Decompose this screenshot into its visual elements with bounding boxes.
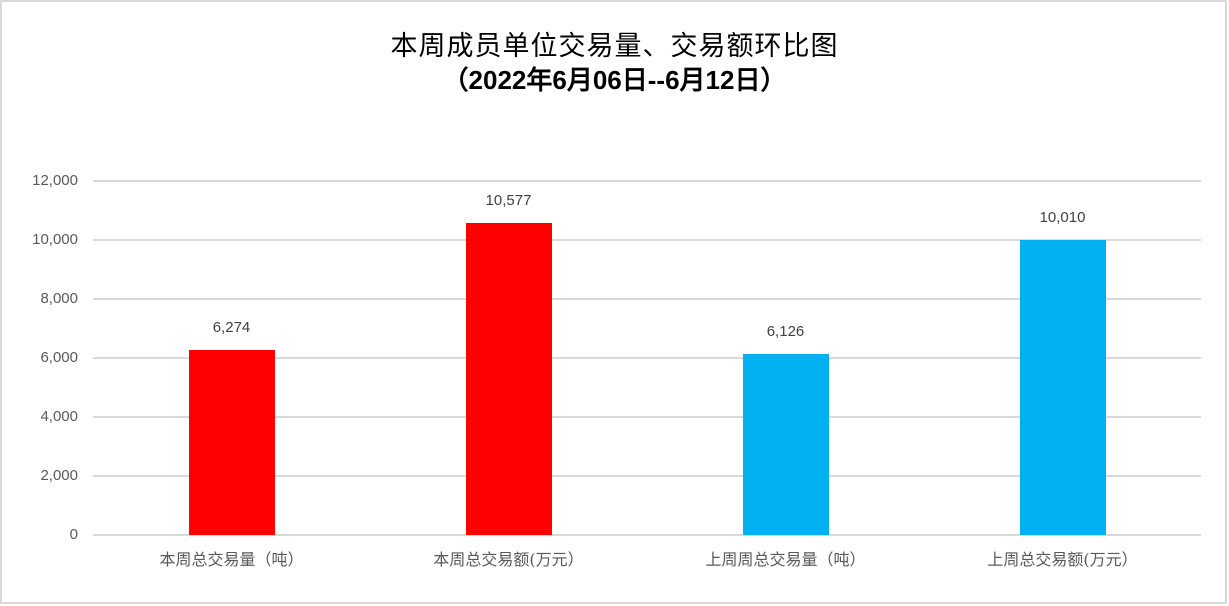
y-tick-label: 4,000 [40, 408, 78, 425]
bar [742, 354, 829, 535]
x-tick-label: 上周总交易额(万元） [987, 550, 1138, 569]
y-tick-label: 10,000 [32, 231, 78, 248]
gridline [93, 239, 1201, 241]
y-tick-label: 0 [69, 526, 78, 543]
x-tick-label: 上周周总交易量（吨） [705, 550, 866, 569]
chart-subtitle: （2022年6月06日--6月12日） [442, 65, 787, 95]
gridline [93, 534, 1201, 536]
chart-title: 本周成员单位交易量、交易额环比图 [390, 31, 839, 62]
gridline [93, 475, 1201, 477]
y-tick-label: 8,000 [40, 290, 78, 307]
y-tick-label: 6,000 [40, 349, 78, 366]
data-label: 10,577 [485, 191, 532, 209]
bar [188, 349, 275, 535]
data-label: 6,126 [766, 323, 805, 341]
x-tick-label: 本周总交易额(万元） [433, 550, 584, 569]
gridline [93, 357, 1201, 359]
data-label: 10,010 [1039, 208, 1086, 226]
gridline [93, 416, 1201, 418]
x-tick-label: 本周总交易量（吨） [159, 550, 304, 569]
plot-area: 6,274 10,577 6,126 10,010 [93, 180, 1201, 536]
gridline [93, 180, 1201, 182]
gridline [93, 298, 1201, 300]
y-tick-label: 2,000 [40, 467, 78, 484]
bar [1019, 239, 1106, 535]
y-tick-label: 12,000 [32, 172, 78, 189]
bar [465, 222, 552, 535]
data-label: 6,274 [212, 318, 251, 336]
